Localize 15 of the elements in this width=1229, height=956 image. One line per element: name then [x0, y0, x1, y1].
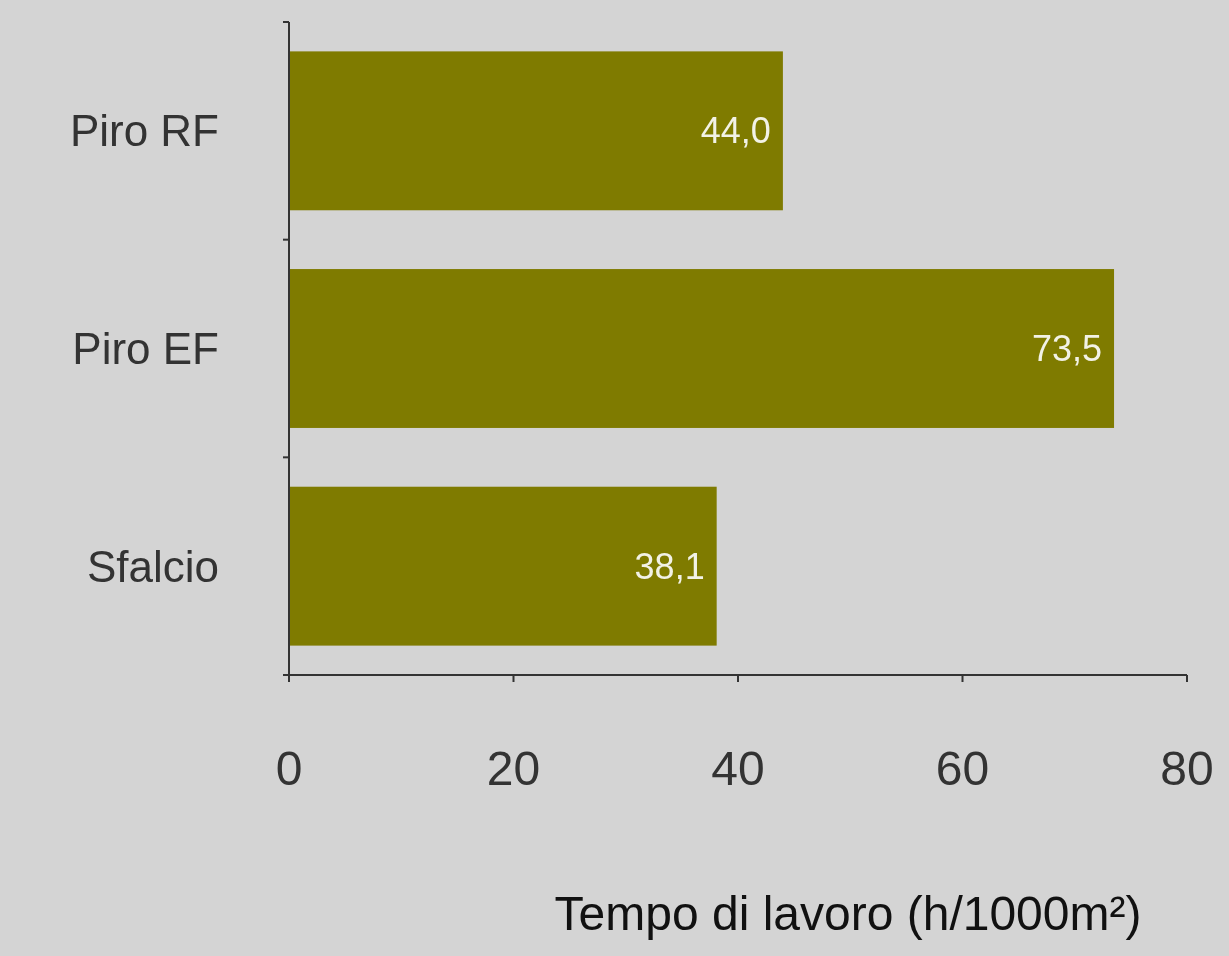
x-tick-label: 40	[711, 742, 765, 795]
bar	[289, 269, 1115, 428]
data-label: 38,1	[634, 545, 705, 587]
data-label: 44,0	[700, 110, 771, 152]
x-tick-label: 20	[486, 742, 541, 795]
x-tick-label: 60	[935, 742, 990, 795]
data-label: 73,5	[1031, 328, 1103, 370]
y-tick-label: Piro RF	[69, 106, 219, 156]
x-tick-label: 0	[275, 742, 303, 795]
x-tick-label: 80	[1160, 742, 1214, 795]
y-tick-label: Piro EF	[72, 323, 219, 373]
x-axis-title: Tempo di lavoro (h/1000m²)	[554, 887, 1142, 940]
bar	[289, 486, 717, 646]
y-tick-label: Sfalcio	[86, 541, 219, 591]
bar	[289, 51, 783, 211]
